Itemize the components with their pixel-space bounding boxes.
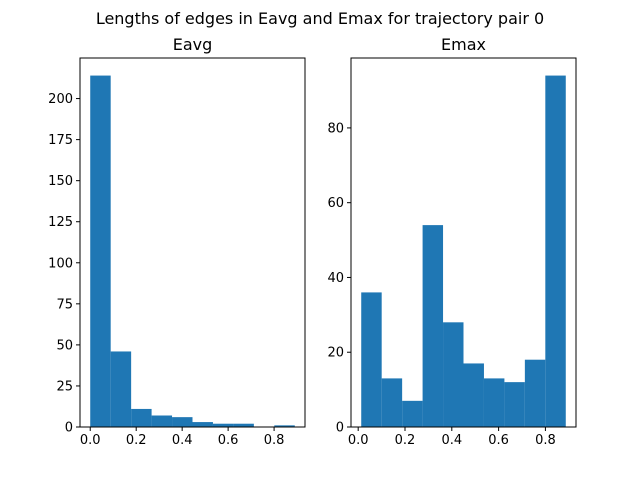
bar: [131, 408, 152, 427]
bar: [422, 225, 444, 427]
y-tick-label: 125: [48, 215, 73, 230]
x-tick-label: 0.6: [488, 433, 509, 448]
bar: [172, 417, 193, 427]
bar: [110, 351, 132, 427]
x-tick-label: 0.8: [535, 433, 556, 448]
bar: [361, 292, 382, 427]
bar: [274, 425, 295, 427]
y-tick-label: 80: [327, 121, 344, 136]
y-tick-label: 150: [48, 174, 73, 189]
x-tick-label: 0.2: [126, 433, 147, 448]
bar: [545, 75, 566, 428]
y-tick-label: 0: [65, 421, 73, 436]
bar: [402, 400, 423, 427]
bar: [233, 423, 254, 427]
x-tick-label: 0.4: [441, 433, 462, 448]
bar: [381, 378, 403, 427]
axes-frame: [79, 57, 306, 428]
figure-title: Lengths of edges in Eavg and Emax for tr…: [96, 9, 544, 28]
y-tick-label: 75: [56, 297, 73, 312]
y-tick-label: 40: [327, 271, 344, 286]
axes-frame: [350, 57, 577, 428]
bar: [483, 378, 505, 427]
x-tick-label: 0.4: [172, 433, 193, 448]
x-tick-label: 0.2: [395, 433, 416, 448]
y-tick-label: 175: [48, 133, 73, 148]
y-tick-label: 60: [327, 196, 344, 211]
y-tick-label: 0: [336, 421, 344, 436]
axes-title: Eavg: [173, 35, 213, 54]
x-tick-label: 0.0: [348, 433, 369, 448]
bar: [90, 75, 111, 428]
y-tick-label: 200: [48, 92, 73, 107]
x-tick-label: 0.0: [80, 433, 101, 448]
y-tick-label: 25: [56, 379, 73, 394]
bar: [151, 415, 173, 427]
y-tick-label: 100: [48, 256, 73, 271]
y-tick-label: 50: [56, 338, 73, 353]
bar: [212, 423, 234, 427]
x-tick-label: 0.8: [264, 433, 285, 448]
bar: [192, 422, 213, 427]
bar: [504, 382, 525, 427]
y-tick-label: 20: [327, 346, 344, 361]
axes-title: Emax: [441, 35, 486, 54]
bar: [463, 363, 484, 427]
bar: [524, 359, 546, 427]
x-tick-label: 0.6: [218, 433, 239, 448]
bar: [443, 322, 464, 427]
